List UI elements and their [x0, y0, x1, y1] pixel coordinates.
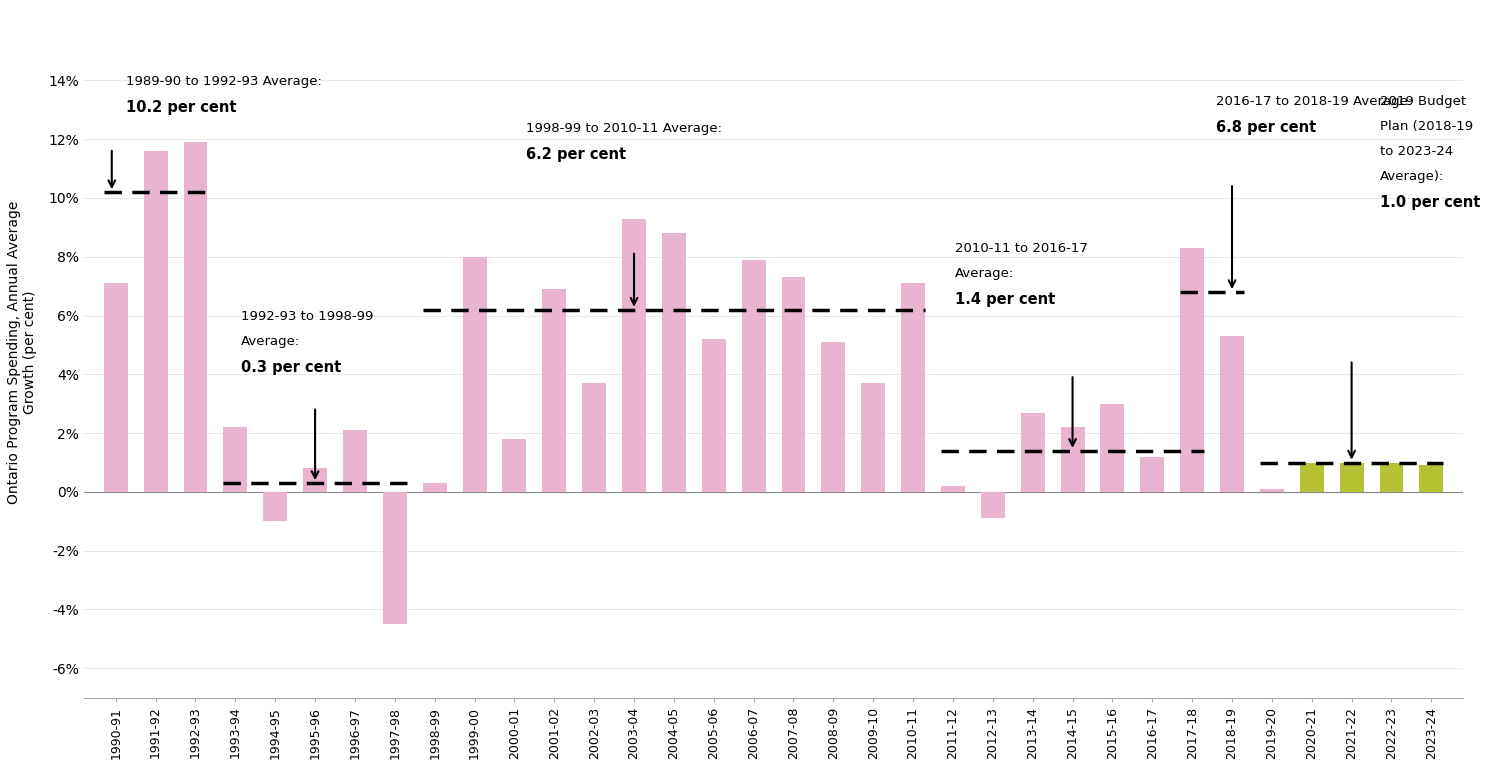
Bar	[144, 151, 168, 492]
Text: 6.8 per cent: 6.8 per cent	[1216, 120, 1317, 135]
Bar	[940, 486, 964, 492]
Bar	[662, 234, 686, 492]
Bar	[861, 383, 885, 492]
Bar	[224, 427, 248, 492]
Text: 1998-99 to 2010-11 Average:: 1998-99 to 2010-11 Average:	[526, 122, 723, 135]
Bar	[1020, 413, 1044, 492]
Bar	[264, 492, 286, 522]
Bar	[1220, 336, 1244, 492]
Bar	[622, 218, 646, 492]
Bar	[1300, 463, 1323, 492]
Bar	[902, 283, 926, 492]
Bar	[382, 492, 406, 624]
Bar	[183, 142, 207, 492]
Bar	[1060, 427, 1084, 492]
Bar	[1419, 466, 1443, 492]
Text: 10.2 per cent: 10.2 per cent	[126, 100, 236, 115]
Text: 1989-90 to 1992-93 Average:: 1989-90 to 1992-93 Average:	[126, 74, 321, 87]
Bar	[543, 289, 566, 492]
Text: 0.3 per cent: 0.3 per cent	[242, 360, 342, 375]
Bar	[702, 339, 726, 492]
Bar	[1180, 248, 1204, 492]
Text: Average:: Average:	[956, 267, 1014, 280]
Bar	[303, 468, 327, 492]
Text: Average):: Average):	[1380, 170, 1444, 183]
Bar	[782, 277, 806, 492]
Text: 1992-93 to 1998-99: 1992-93 to 1998-99	[242, 309, 374, 322]
Bar	[104, 283, 128, 492]
Text: 1.4 per cent: 1.4 per cent	[956, 292, 1054, 307]
Bar	[423, 483, 447, 492]
Bar	[1260, 489, 1284, 492]
Text: 1.0 per cent: 1.0 per cent	[1380, 195, 1480, 210]
Bar	[741, 260, 765, 492]
Text: Average:: Average:	[242, 335, 300, 348]
Y-axis label: Ontario Program Spending, Annual Average
Growth (per cent): Ontario Program Spending, Annual Average…	[8, 201, 38, 504]
Text: Plan (2018-19: Plan (2018-19	[1380, 120, 1473, 133]
Bar	[1340, 463, 1364, 492]
Bar	[1380, 463, 1404, 492]
Bar	[503, 439, 526, 492]
Bar	[1140, 457, 1164, 492]
Text: 2010-11 to 2016-17: 2010-11 to 2016-17	[956, 242, 1088, 255]
Bar	[344, 430, 368, 492]
Text: 6.2 per cent: 6.2 per cent	[526, 146, 627, 162]
Bar	[462, 257, 486, 492]
Text: 2016-17 to 2018-19 Average:: 2016-17 to 2018-19 Average:	[1216, 95, 1413, 108]
Bar	[981, 492, 1005, 519]
Text: to 2023-24: to 2023-24	[1380, 145, 1452, 158]
Bar	[1101, 404, 1125, 492]
Bar	[582, 383, 606, 492]
Bar	[822, 342, 846, 492]
Text: 2019 Budget: 2019 Budget	[1380, 95, 1466, 108]
